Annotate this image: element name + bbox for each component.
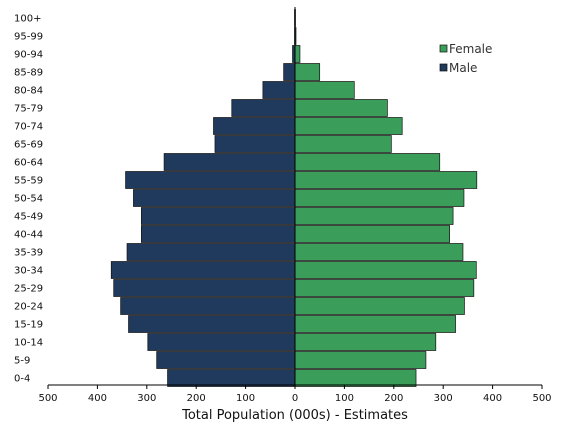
x-tick-label: 300	[137, 393, 156, 404]
y-tick-label: 60-64	[14, 158, 43, 169]
y-tick-label: 15-19	[14, 320, 43, 331]
y-tick-label: 35-39	[14, 248, 43, 259]
bar-female-75-79	[294, 99, 388, 117]
bar-female-80-84	[294, 81, 355, 99]
x-tick-label: 100	[335, 393, 354, 404]
bar-male-5-9	[156, 351, 296, 369]
x-tick-label: 500	[532, 393, 551, 404]
bar-male-85-89	[283, 63, 296, 81]
x-tick-label: 200	[384, 393, 403, 404]
bar-female-85-89	[294, 63, 321, 81]
bar-male-40-44	[141, 225, 296, 243]
bar-male-15-19	[128, 315, 296, 333]
bar-male-35-39	[126, 243, 296, 261]
legend: Female Male	[439, 42, 492, 75]
y-tick-label: 25-29	[14, 284, 43, 295]
x-tick-label: 300	[434, 393, 453, 404]
y-tick-label: 30-34	[14, 266, 43, 277]
bar-female-60-64	[294, 153, 441, 171]
legend-swatch-female	[439, 44, 448, 53]
y-tick-label: 95-99	[14, 32, 43, 43]
bar-male-60-64	[163, 153, 296, 171]
bar-female-50-54	[294, 189, 465, 207]
y-tick-label: 80-84	[14, 86, 43, 97]
y-tick-label: 50-54	[14, 194, 43, 205]
bar-male-45-49	[141, 207, 296, 225]
x-axis: 500 400 300 200 100 0 100 200 300 400 500	[38, 384, 552, 404]
y-tick-label: 55-59	[14, 176, 43, 187]
y-tick-label: 90-94	[14, 50, 43, 61]
bar-male-55-59	[125, 171, 296, 189]
bar-male-10-14	[147, 333, 296, 351]
y-tick-label: 0-4	[14, 374, 30, 385]
y-tick-labels: 0-4 5-9 10-14 15-19 20-24 25-29 30-34 35-39 40-4…	[14, 14, 43, 385]
bar-male-0-4	[167, 369, 296, 387]
bar-female-25-29	[294, 279, 475, 297]
bars-group	[110, 9, 478, 387]
bar-female-20-24	[294, 297, 465, 315]
y-tick-label: 70-74	[14, 122, 43, 133]
bar-female-35-39	[294, 243, 464, 261]
bar-female-90-94	[294, 45, 301, 63]
bar-female-40-44	[294, 225, 450, 243]
bar-male-30-34	[110, 261, 296, 279]
bar-female-15-19	[294, 315, 456, 333]
bar-female-0-4	[294, 369, 417, 387]
bar-male-65-69	[214, 135, 296, 153]
legend-swatch-male	[439, 63, 448, 72]
y-tick-label: 65-69	[14, 140, 43, 151]
bar-male-80-84	[262, 81, 296, 99]
x-tick-label: 400	[483, 393, 502, 404]
bar-male-75-79	[231, 99, 296, 117]
bar-female-55-59	[294, 171, 478, 189]
bar-female-45-49	[294, 207, 454, 225]
bar-male-70-74	[213, 117, 296, 135]
legend-label-male: Male	[449, 61, 477, 75]
y-tick-label: 5-9	[14, 356, 30, 367]
bar-male-50-54	[133, 189, 296, 207]
x-tick-label: 0	[292, 393, 298, 404]
bar-female-65-69	[294, 135, 392, 153]
y-tick-label: 75-79	[14, 104, 43, 115]
y-tick-label: 40-44	[14, 230, 43, 241]
bar-female-5-9	[294, 351, 427, 369]
y-tick-label: 85-89	[14, 68, 43, 79]
bar-male-20-24	[120, 297, 296, 315]
bar-female-10-14	[294, 333, 437, 351]
y-tick-label: 10-14	[14, 338, 43, 349]
y-tick-label: 100+	[14, 14, 41, 25]
bar-male-25-29	[113, 279, 296, 297]
y-tick-label: 45-49	[14, 212, 43, 223]
x-tick-label: 100	[236, 393, 255, 404]
x-axis-title: Total Population (000s) - Estimates	[181, 408, 408, 423]
y-tick-label: 20-24	[14, 302, 43, 313]
legend-label-female: Female	[449, 42, 492, 56]
bar-female-30-34	[294, 261, 477, 279]
x-tick-label: 400	[88, 393, 107, 404]
bar-female-70-74	[294, 117, 403, 135]
x-tick-label: 500	[38, 393, 57, 404]
x-tick-label: 200	[187, 393, 206, 404]
